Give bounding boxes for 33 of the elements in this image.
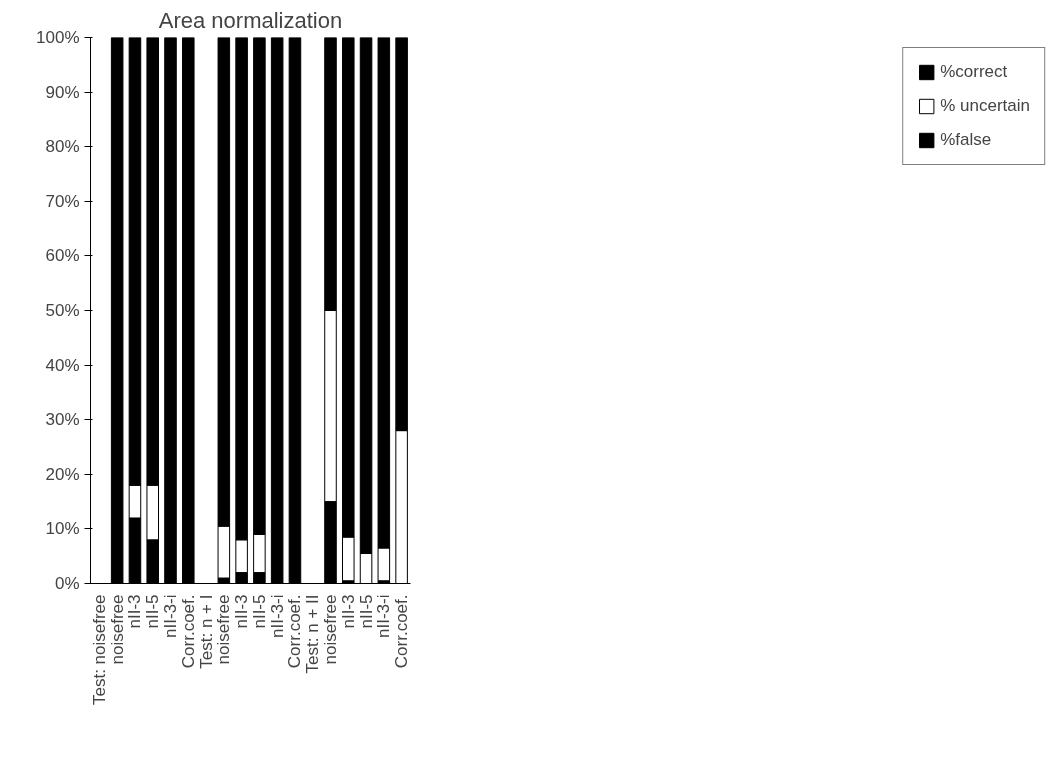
y-tick-label: 40% — [45, 355, 80, 375]
x-tick-label: nII-3-i — [161, 594, 180, 638]
y-tick-label: 70% — [45, 191, 80, 211]
x-tick-label: Corr.coef. — [392, 594, 412, 669]
x-tick-label: nII-3 — [125, 594, 145, 629]
x-tick-label: nII-5 — [356, 594, 376, 629]
y-tick-label: 0% — [54, 574, 80, 593]
legend-label: % uncertain — [940, 96, 1030, 116]
chart-title: Area normalization — [158, 7, 343, 33]
x-tick-label: nII-5 — [249, 594, 269, 629]
legend-label: %correct — [940, 62, 1008, 82]
x-tick-label: nII-3 — [338, 594, 358, 629]
x-tick-label: Test: n + II — [303, 594, 323, 674]
x-tick-label: Corr.coef. — [285, 594, 305, 669]
legend-label: %false — [940, 130, 992, 150]
x-tick-label: Test: n + I — [196, 594, 216, 669]
y-tick-label: 90% — [45, 82, 80, 102]
y-tick-label: 60% — [45, 246, 80, 266]
y-tick-label: 50% — [45, 301, 80, 320]
x-tick-label: nII-5 — [143, 594, 163, 629]
x-tick-label: noisefree — [107, 594, 127, 665]
x-tick-label: noisefree — [214, 594, 234, 665]
x-tick-label: nII-3-i — [374, 594, 394, 638]
x-tick-label: nII-3 — [232, 594, 252, 629]
x-tick-label: nII-3-i — [267, 594, 287, 638]
x-tick-label: Test: noisefree — [89, 594, 109, 706]
x-tick-label: noisefree — [321, 594, 340, 665]
y-tick-label: 10% — [45, 519, 80, 539]
x-tick-label: Corr.coef. — [178, 594, 198, 669]
y-tick-label: 20% — [45, 464, 80, 484]
y-tick-label: 30% — [45, 410, 80, 430]
y-tick-label: 80% — [45, 137, 80, 157]
y-tick-label: 100% — [36, 28, 80, 47]
